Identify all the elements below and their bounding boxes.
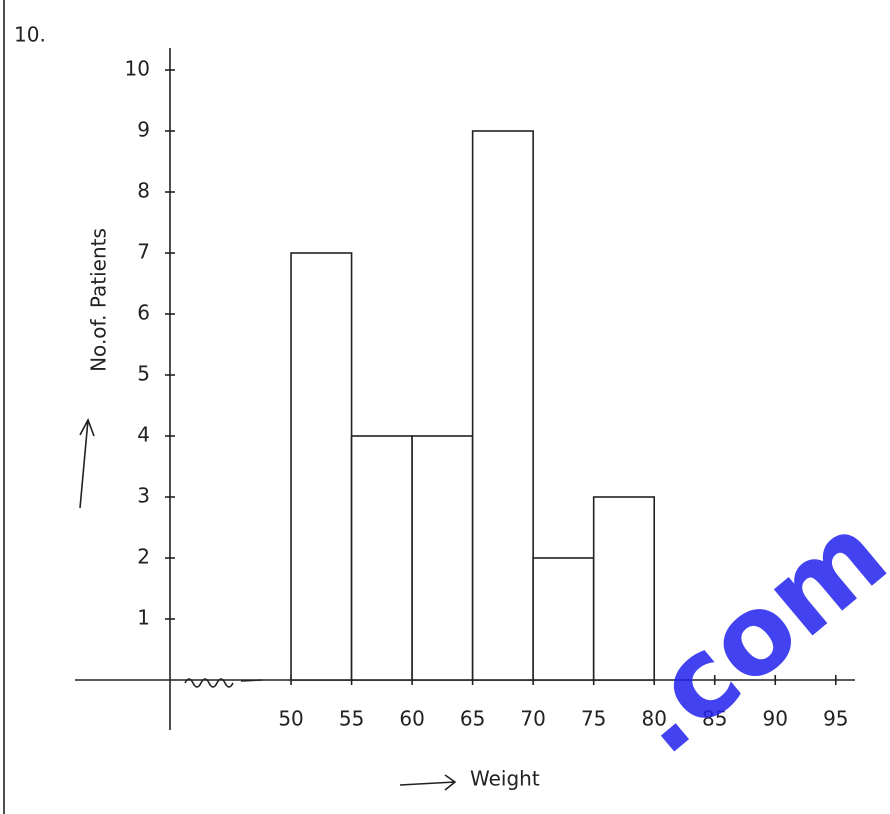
y-tick-label: 6 xyxy=(137,301,150,325)
question-number: 10. xyxy=(14,23,46,47)
y-tick-label: 2 xyxy=(137,545,150,569)
x-tick-label: 90 xyxy=(763,707,788,731)
bar xyxy=(412,436,473,680)
chart: 10. Weight No.of. Patients 1 2 3 4 5 6 7 8 9 10 50… xyxy=(0,0,890,814)
page: 10. Weight No.of. Patients 1 2 3 4 5 6 7 8 9 10 50… xyxy=(0,0,890,814)
y-tick-label: 4 xyxy=(137,423,150,447)
y-tick-label: 1 xyxy=(137,606,150,630)
x-tick-label: 55 xyxy=(339,707,364,731)
y-tick-label: 7 xyxy=(137,240,150,264)
x-tick-label: 50 xyxy=(278,707,303,731)
x-tick-label: 75 xyxy=(581,707,606,731)
x-tick-label: 65 xyxy=(460,707,485,731)
x-tick-label: 70 xyxy=(520,707,545,731)
bar xyxy=(291,253,352,680)
bar xyxy=(473,131,534,680)
y-tick-label: 5 xyxy=(137,362,150,386)
y-tick-label: 8 xyxy=(137,179,150,203)
x-arrow xyxy=(400,775,455,790)
y-axis-label: No.of. Patients xyxy=(87,228,111,372)
y-tick-label: 10 xyxy=(125,57,150,81)
bar xyxy=(352,436,413,680)
y-tick-label: 3 xyxy=(137,484,150,508)
y-arrow xyxy=(80,420,94,508)
x-axis-label: Weight xyxy=(470,767,540,791)
x-tick-label: 60 xyxy=(399,707,424,731)
x-tick-label: 95 xyxy=(823,707,848,731)
bar xyxy=(533,558,594,680)
y-tick-label: 9 xyxy=(137,118,150,142)
